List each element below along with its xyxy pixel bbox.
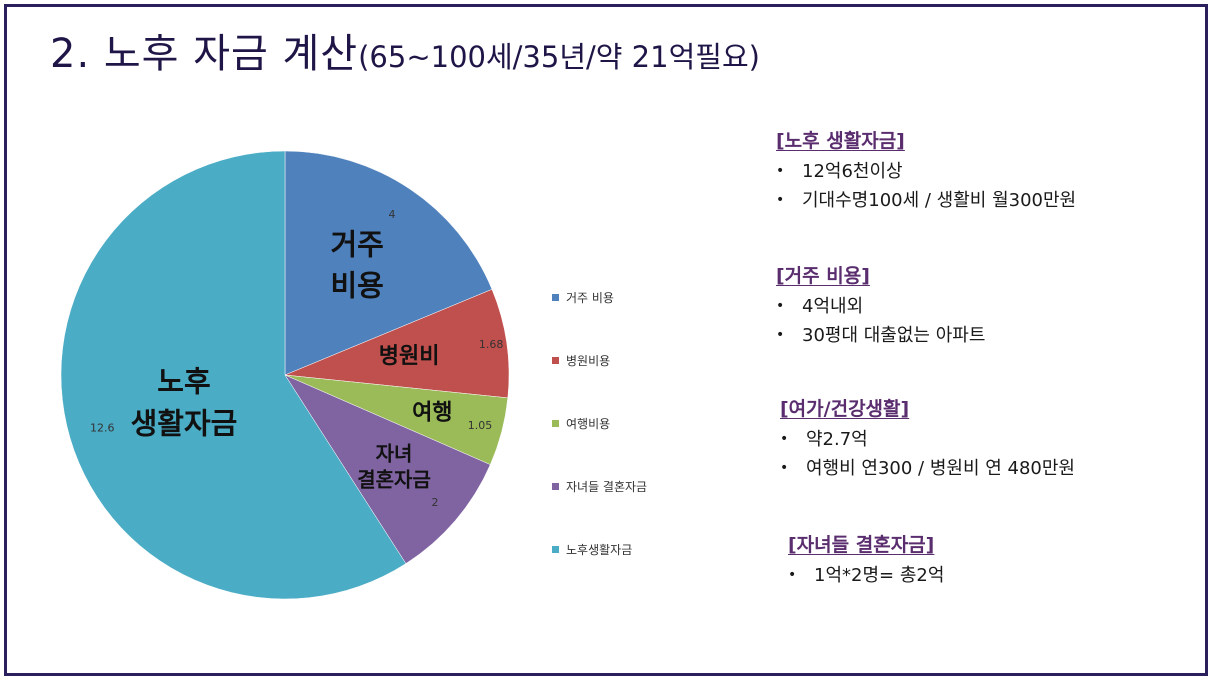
bullet-icon: • <box>776 163 785 179</box>
data-label: 2 <box>431 496 438 509</box>
info-title: [거주 비용] <box>776 265 870 287</box>
legend-item: 병원비용 <box>552 352 610 369</box>
pie-slice-노후생활자금 <box>60 150 407 600</box>
legend-item: 노후생활자금 <box>552 541 632 558</box>
info-item: • 4억내외 <box>776 292 985 321</box>
legend-swatch <box>552 294 559 301</box>
legend-swatch <box>552 357 559 364</box>
data-label: 12.6 <box>90 422 115 435</box>
legend-swatch <box>552 483 559 490</box>
info-item: • 30평대 대출없는 아파트 <box>776 321 985 350</box>
info-item: • 여행비 연300 / 병원비 연 480만원 <box>780 454 1075 483</box>
bullet-icon: • <box>788 567 797 583</box>
legend-item: 자녀들 결혼자금 <box>552 478 647 495</box>
slice-label: 생활자금 <box>131 407 238 441</box>
bullet-icon: • <box>776 298 785 314</box>
info-title: [여가/건강생활] <box>780 398 910 420</box>
info-item: • 1억*2명= 총2억 <box>788 561 944 590</box>
slice-label: 자녀 <box>376 442 413 466</box>
legend-label: 노후생활자금 <box>566 543 633 557</box>
info-block-retirement: [노후 생활자금] • 12억6천이상 • 기대수명100세 / 생활비 월300만… <box>776 126 1076 215</box>
pie-slice-거주-비용 <box>284 150 493 376</box>
data-label: 4 <box>389 208 396 221</box>
data-label: 1.05 <box>468 419 493 432</box>
pie-slice-자녀들-결혼자금 <box>284 374 491 564</box>
legend-item: 거주 비용 <box>552 289 614 306</box>
title-sub: (65~100세/35년/약 21억필요) <box>358 40 760 74</box>
title-main: 2. 노후 자금 계산 <box>50 31 359 77</box>
data-label: 1.68 <box>479 338 504 351</box>
legend-label: 병원비용 <box>566 354 611 368</box>
legend-label: 여행비용 <box>566 417 611 431</box>
slide-title: 2. 노후 자금 계산(65~100세/35년/약 21억필요) <box>50 34 760 74</box>
legend-swatch <box>552 420 559 427</box>
info-block-housing: [거주 비용] • 4억내외 • 30평대 대출없는 아파트 <box>776 261 985 350</box>
bullet-icon: • <box>776 327 785 343</box>
info-title: [자녀들 결혼자금] <box>788 534 935 556</box>
info-title: [노후 생활자금] <box>776 130 905 152</box>
pie-slice-병원비용 <box>284 288 510 399</box>
bullet-icon: • <box>780 431 789 447</box>
info-block-leisure: [여가/건강생활] • 약2.7억 • 여행비 연300 / 병원비 연 480만원 <box>780 394 1075 483</box>
slice-label: 거주 <box>331 227 384 261</box>
bullet-icon: • <box>780 460 789 476</box>
info-block-wedding: [자녀들 결혼자금] • 1억*2명= 총2억 <box>788 530 944 590</box>
info-item: • 기대수명100세 / 생활비 월300만원 <box>776 186 1076 215</box>
slice-label: 여행 <box>412 401 452 426</box>
info-item: • 약2.7억 <box>780 425 1075 454</box>
slice-label: 비용 <box>331 268 384 302</box>
slice-label: 병원비 <box>379 344 440 369</box>
legend-label: 자녀들 결혼자금 <box>566 480 648 494</box>
info-item: • 12억6천이상 <box>776 157 1076 186</box>
bullet-icon: • <box>776 192 785 208</box>
legend-item: 여행비용 <box>552 415 610 432</box>
legend-label: 거주 비용 <box>566 291 614 305</box>
slice-label: 결혼자금 <box>357 468 431 492</box>
slice-label: 노후 <box>157 365 210 399</box>
legend-swatch <box>552 546 559 553</box>
